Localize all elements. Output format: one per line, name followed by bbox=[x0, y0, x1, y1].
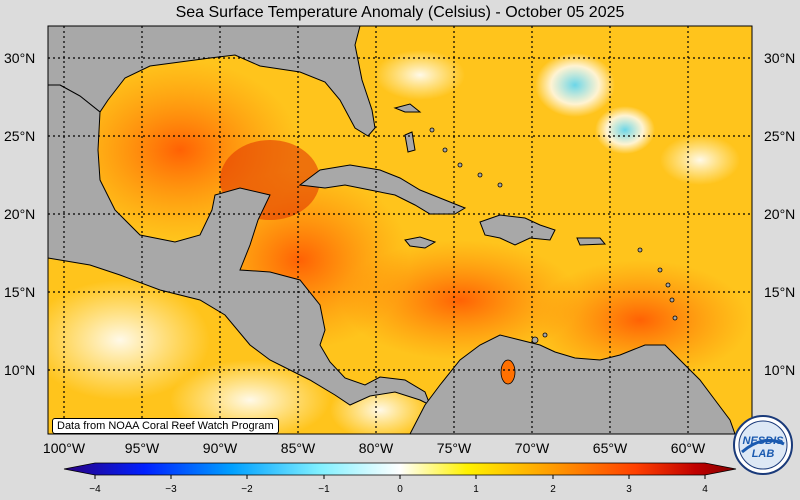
lon-label: 75°W bbox=[436, 440, 472, 456]
lat-label-right: 30°N bbox=[764, 50, 796, 66]
colorbar-tick: 2 bbox=[550, 484, 556, 495]
lat-label-right: 10°N bbox=[764, 362, 796, 378]
nesdis-logo: NESDIS LAB bbox=[733, 415, 793, 475]
colorbar-tick: 4 bbox=[702, 484, 708, 495]
lat-label-left: 30°N bbox=[4, 50, 36, 66]
colorbar-tick: −3 bbox=[165, 484, 177, 495]
lat-label-left: 15°N bbox=[4, 284, 36, 300]
anomaly-field bbox=[48, 26, 752, 434]
svg-text:NESDIS: NESDIS bbox=[743, 435, 785, 447]
graticule bbox=[48, 26, 752, 434]
lon-label: 100°W bbox=[42, 440, 86, 456]
lat-label-left: 25°N bbox=[4, 128, 36, 144]
lon-label: 70°W bbox=[514, 440, 550, 456]
lon-label: 60°W bbox=[670, 440, 706, 456]
colorbar-tick: 0 bbox=[397, 484, 403, 495]
colorbar-tick: −2 bbox=[241, 484, 253, 495]
lon-label: 95°W bbox=[124, 440, 160, 456]
colorbar-tick: 3 bbox=[626, 484, 632, 495]
colorbar-tick: 1 bbox=[473, 484, 479, 495]
lon-label: 85°W bbox=[280, 440, 316, 456]
lon-label: 80°W bbox=[358, 440, 394, 456]
lon-label: 90°W bbox=[202, 440, 238, 456]
lat-label-left: 10°N bbox=[4, 362, 36, 378]
land bbox=[48, 26, 736, 434]
colorbar bbox=[63, 462, 737, 479]
lat-label-left: 20°N bbox=[4, 206, 36, 222]
lon-label: 65°W bbox=[592, 440, 628, 456]
svg-text:LAB: LAB bbox=[752, 448, 775, 460]
lat-label-right: 15°N bbox=[764, 284, 796, 300]
colorbar-tick: −1 bbox=[318, 484, 330, 495]
map-title: Sea Surface Temperature Anomaly (Celsius… bbox=[175, 4, 625, 21]
lat-label-right: 25°N bbox=[764, 128, 796, 144]
data-credit: Data from NOAA Coral Reef Watch Program bbox=[52, 418, 279, 434]
lat-label-right: 20°N bbox=[764, 206, 796, 222]
colorbar-tick: −4 bbox=[89, 484, 101, 495]
